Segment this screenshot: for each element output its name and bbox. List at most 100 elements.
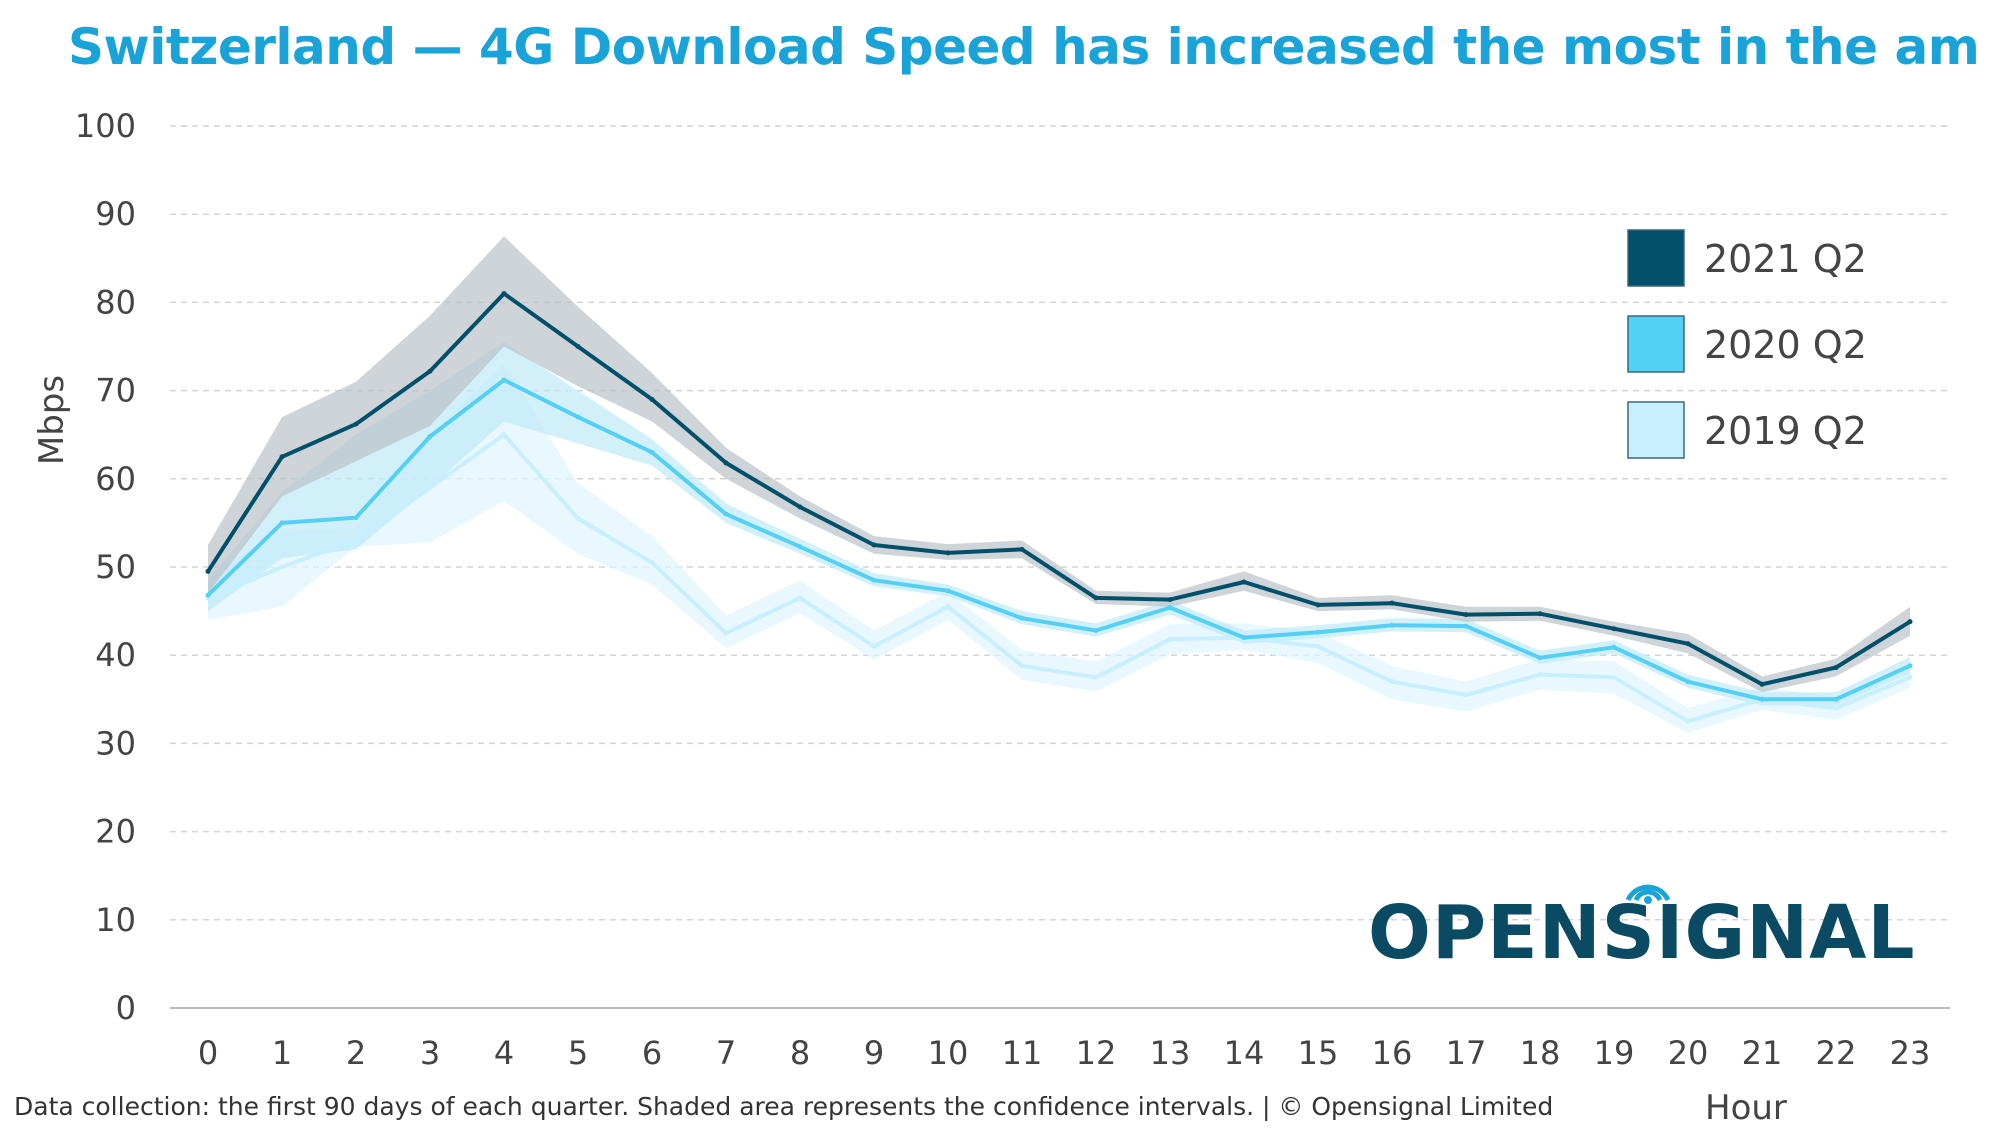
data-point xyxy=(797,504,803,510)
data-point xyxy=(1389,622,1395,628)
data-point xyxy=(1167,597,1173,603)
data-point xyxy=(871,577,877,583)
x-tick-label: 13 xyxy=(1150,1034,1191,1072)
data-point xyxy=(1241,635,1247,641)
confidence-band xyxy=(208,342,1910,706)
x-tick-label: 20 xyxy=(1668,1034,1709,1072)
data-point xyxy=(205,568,211,574)
opensignal-logo: OPENSIGNAL xyxy=(1368,890,1916,976)
x-tick-label: 18 xyxy=(1520,1034,1561,1072)
legend-label: 2019 Q2 xyxy=(1704,409,1867,453)
x-tick-label: 17 xyxy=(1446,1034,1487,1072)
x-tick-label: 8 xyxy=(790,1034,810,1072)
data-point xyxy=(1093,674,1099,680)
data-point xyxy=(1315,643,1321,649)
data-point xyxy=(945,550,951,556)
data-point xyxy=(1315,602,1321,608)
data-point xyxy=(1907,663,1913,669)
x-tick-label: 15 xyxy=(1298,1034,1339,1072)
data-point xyxy=(353,538,359,544)
data-point xyxy=(871,542,877,548)
y-tick-label: 90 xyxy=(95,195,136,233)
x-tick-label: 11 xyxy=(1002,1034,1043,1072)
footnote: Data collection: the first 90 days of ea… xyxy=(14,1092,1554,1121)
x-tick-label: 3 xyxy=(420,1034,440,1072)
x-tick-label: 16 xyxy=(1372,1034,1413,1072)
y-tick-label: 60 xyxy=(95,460,136,498)
data-point xyxy=(945,604,951,610)
series-lines xyxy=(205,291,1913,724)
x-tick-label: 22 xyxy=(1816,1034,1857,1072)
data-point xyxy=(945,588,951,594)
x-tick-label: 1 xyxy=(272,1034,292,1072)
data-point xyxy=(1019,663,1025,669)
series-line xyxy=(206,378,1911,702)
data-point xyxy=(427,433,433,439)
series-line xyxy=(207,432,1911,724)
legend-swatch xyxy=(1627,401,1685,459)
x-tick-label: 9 xyxy=(864,1034,884,1072)
data-point xyxy=(1093,595,1099,601)
data-point xyxy=(1759,681,1765,687)
y-axis-title: Mbps xyxy=(32,374,72,466)
data-point xyxy=(279,454,285,460)
data-point xyxy=(1463,612,1469,618)
data-point xyxy=(797,595,803,601)
data-point xyxy=(649,560,655,566)
signal-waves-icon xyxy=(1625,884,1671,904)
data-point xyxy=(1093,628,1099,634)
grid-lines xyxy=(170,125,1950,1009)
data-point xyxy=(1685,679,1691,685)
x-tick-label: 23 xyxy=(1890,1034,1931,1072)
x-tick-label: 12 xyxy=(1076,1034,1117,1072)
legend: 2021 Q2 2020 Q2 2019 Q2 xyxy=(1627,229,1867,459)
data-point xyxy=(1019,615,1025,621)
x-tick-label: 14 xyxy=(1224,1034,1265,1072)
y-tick-label: 100 xyxy=(75,107,136,145)
x-tick-label: 19 xyxy=(1594,1034,1635,1072)
data-point xyxy=(427,368,433,374)
data-point xyxy=(1611,626,1617,632)
data-point xyxy=(1833,665,1839,671)
data-point xyxy=(797,544,803,550)
data-point xyxy=(1907,619,1913,625)
x-tick-label: 5 xyxy=(568,1034,588,1072)
data-point xyxy=(1537,655,1543,661)
data-point xyxy=(1537,672,1543,678)
y-tick-label: 50 xyxy=(95,548,136,586)
x-tick-label: 0 xyxy=(198,1034,218,1072)
chart-title: Switzerland — 4G Download Speed has incr… xyxy=(68,18,1980,76)
legend-swatch xyxy=(1627,315,1685,373)
data-point xyxy=(353,421,359,427)
x-tick-labels: 0 1 2 3 4 5 6 7 8 9 10 11 12 13 14 15 16 17 18 19 20 21 22 23 xyxy=(198,1034,1931,1072)
legend-label: 2021 Q2 xyxy=(1704,237,1867,281)
y-tick-label: 20 xyxy=(95,813,136,851)
data-point xyxy=(1167,605,1173,611)
y-tick-label: 40 xyxy=(95,636,136,674)
y-tick-labels: 0 10 20 30 40 50 60 70 80 90 100 xyxy=(75,107,136,1027)
data-point xyxy=(723,511,729,517)
y-tick-label: 80 xyxy=(95,283,136,321)
confidence-bands xyxy=(208,236,1910,733)
data-point xyxy=(1833,696,1839,702)
x-tick-label: 21 xyxy=(1742,1034,1783,1072)
x-tick-label: 10 xyxy=(928,1034,969,1072)
data-point xyxy=(1685,641,1691,647)
legend-swatch xyxy=(1627,229,1685,287)
data-point xyxy=(575,515,581,521)
data-point xyxy=(1833,705,1839,711)
data-point xyxy=(279,520,285,526)
data-point xyxy=(279,564,285,570)
data-point xyxy=(1315,629,1321,635)
x-axis-title: Hour xyxy=(1705,1088,1787,1128)
data-point xyxy=(353,515,359,521)
series-line xyxy=(206,291,1912,687)
data-point xyxy=(501,377,507,383)
data-point xyxy=(501,432,507,438)
data-point xyxy=(427,485,433,491)
data-point xyxy=(1167,636,1173,642)
data-point xyxy=(1611,644,1617,650)
y-tick-label: 70 xyxy=(95,372,136,410)
data-point xyxy=(1537,611,1543,617)
